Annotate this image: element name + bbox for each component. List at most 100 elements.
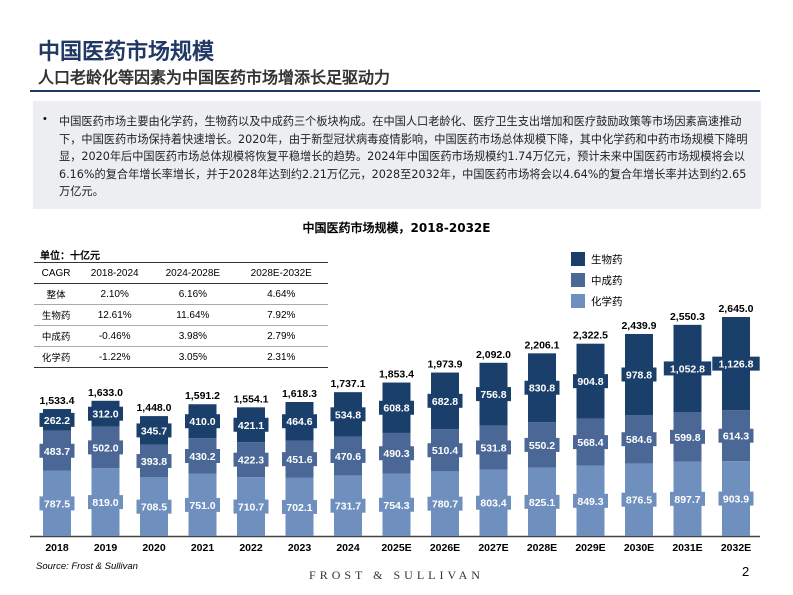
data-label: 502.0 xyxy=(92,442,118,454)
data-label: 568.4 xyxy=(577,437,603,449)
data-label-bg xyxy=(233,452,269,467)
data-label-bg xyxy=(573,493,608,508)
data-label: 702.1 xyxy=(286,502,312,514)
data-label: 710.7 xyxy=(238,502,264,514)
data-label-bg xyxy=(39,496,75,511)
x-tick-label: 2032E xyxy=(721,542,751,554)
total-label: 2,550.3 xyxy=(670,311,705,323)
table-cell: 化学药 xyxy=(34,346,79,368)
data-label-bg xyxy=(282,414,317,429)
data-label: 754.3 xyxy=(383,500,409,512)
data-label-bg xyxy=(476,440,511,455)
brand-logo: FROST & SULLIVAN xyxy=(309,568,484,582)
cagr-table: CAGR 2018-2024 2024-2028E 2028E-2032E 整体… xyxy=(34,262,328,368)
data-label: 830.8 xyxy=(529,383,555,395)
data-label: 534.8 xyxy=(335,409,361,421)
data-label: 262.2 xyxy=(44,415,70,427)
x-tick-label: 2022 xyxy=(239,542,263,554)
total-label: 2,439.9 xyxy=(621,320,656,332)
total-label: 1,737.1 xyxy=(330,378,365,390)
data-label: 393.8 xyxy=(141,456,167,468)
x-tick-label: 2030E xyxy=(624,542,654,554)
summary-text: 中国医药市场主要由化学药，生物药以及中成药三个板块构成。在中国人口老龄化、医疗卫… xyxy=(59,115,748,198)
data-label: 682.8 xyxy=(432,396,458,408)
data-label: 708.5 xyxy=(141,502,167,514)
total-label: 1,554.1 xyxy=(233,393,268,405)
data-label-bg xyxy=(427,443,463,458)
data-label-bg xyxy=(233,417,269,432)
data-label-bg xyxy=(185,497,220,512)
total-label: 2,322.5 xyxy=(573,330,608,342)
data-label: 510.4 xyxy=(432,445,458,457)
page-subtitle: 人口老龄化等因素为中国医药市场增添长足驱动力 xyxy=(38,68,391,87)
table-cell: 3.98% xyxy=(151,325,235,347)
x-tick-label: 2024 xyxy=(336,542,360,554)
table-row: 整体 2.10% 6.16% 4.64% xyxy=(34,283,328,305)
data-label-bg xyxy=(476,387,511,402)
data-label: 780.7 xyxy=(432,499,458,511)
data-label: 978.8 xyxy=(626,369,652,381)
x-tick-label: 2020 xyxy=(142,542,166,554)
table-row: 中成药 -0.46% 3.98% 2.79% xyxy=(34,325,328,347)
table-cell: 12.61% xyxy=(78,304,152,326)
x-tick-label: 2028E xyxy=(527,542,557,554)
table-row: 生物药 12.61% 11.64% 7.92% xyxy=(34,304,328,326)
table-cell: 2.10% xyxy=(78,283,152,305)
data-label-bg xyxy=(233,499,269,514)
data-label: 819.0 xyxy=(92,497,118,509)
data-label-bg xyxy=(718,491,754,506)
data-label-bg xyxy=(136,499,172,514)
data-label: 608.8 xyxy=(383,403,409,415)
data-label-bg xyxy=(621,432,657,447)
data-label-bg xyxy=(712,356,760,371)
data-label-bg xyxy=(621,367,657,382)
data-label: 550.2 xyxy=(529,440,555,452)
x-tick-label: 2027E xyxy=(478,542,508,554)
data-label-bg xyxy=(524,494,560,509)
data-label-bg xyxy=(573,374,608,389)
total-label: 1,853.4 xyxy=(379,369,414,381)
legend-swatch xyxy=(571,273,585,287)
data-label: 464.6 xyxy=(286,416,312,428)
data-label: 903.9 xyxy=(723,494,749,506)
data-label-bg xyxy=(88,440,123,455)
total-label: 2,645.0 xyxy=(718,303,753,315)
summary-box: • 中国医药市场主要由化学药，生物药以及中成药三个板块构成。在中国人口老龄化、医… xyxy=(33,101,761,209)
table-cell: 中成药 xyxy=(34,325,79,347)
table-header-cell: 2028E-2032E xyxy=(234,262,328,284)
data-label: 1,126.8 xyxy=(718,359,753,371)
x-tick-label: 2023 xyxy=(288,542,312,554)
data-label: 876.5 xyxy=(626,495,652,507)
table-cell: 11.64% xyxy=(151,304,235,326)
data-label-bg xyxy=(663,361,712,376)
data-label: 904.8 xyxy=(577,376,603,388)
data-label: 531.8 xyxy=(480,442,506,454)
data-label-bg xyxy=(39,443,75,458)
data-label: 422.3 xyxy=(238,455,264,467)
table-row: 化学药 -1.22% 3.05% 2.31% xyxy=(34,346,328,368)
data-label: 410.0 xyxy=(189,416,215,428)
data-label-bg xyxy=(88,406,123,421)
x-tick-label: 2021 xyxy=(191,542,215,554)
table-cell: 2.79% xyxy=(234,325,328,347)
data-label-bg xyxy=(282,452,317,467)
table-cell: -0.46% xyxy=(78,325,152,347)
page-title: 中国医药市场规模 xyxy=(38,40,215,65)
x-tick-label: 2019 xyxy=(94,542,118,554)
unit-label: 单位：十亿元 xyxy=(40,251,100,262)
x-tick-label: 2029E xyxy=(575,542,605,554)
table-cell: 整体 xyxy=(34,283,79,305)
x-tick-label: 2031E xyxy=(672,542,702,554)
total-label: 1,533.4 xyxy=(39,395,74,407)
data-label-bg xyxy=(136,423,172,438)
data-label: 599.8 xyxy=(674,432,700,444)
data-label: 421.1 xyxy=(238,420,264,432)
legend-label: 生物药 xyxy=(591,253,623,266)
legend-swatch xyxy=(571,294,585,308)
data-label-bg xyxy=(718,428,754,443)
data-label: 803.4 xyxy=(480,498,506,510)
data-label: 584.6 xyxy=(626,434,652,446)
data-label-bg xyxy=(427,496,463,511)
